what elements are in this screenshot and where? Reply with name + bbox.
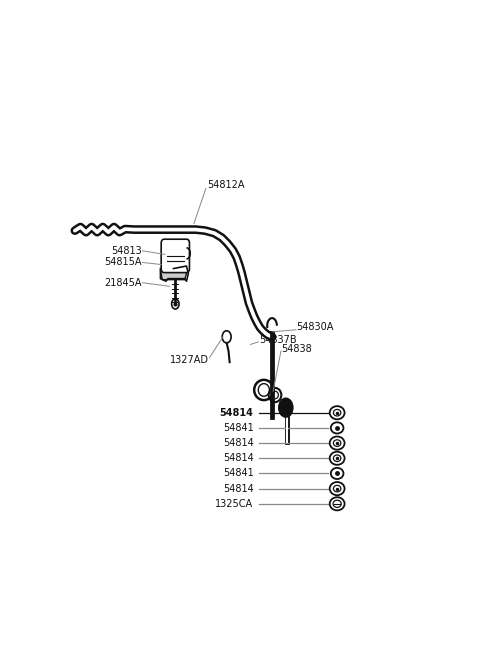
Polygon shape — [160, 267, 186, 280]
Circle shape — [279, 399, 292, 417]
Text: 54813: 54813 — [111, 246, 142, 256]
Text: 54814: 54814 — [223, 453, 253, 463]
Text: 54830A: 54830A — [296, 322, 334, 332]
Text: 54814: 54814 — [223, 484, 253, 493]
Text: 21845A: 21845A — [104, 278, 142, 288]
FancyBboxPatch shape — [161, 239, 190, 273]
Text: 54838: 54838 — [281, 344, 312, 355]
Text: 54841: 54841 — [223, 423, 253, 433]
Text: 54837B: 54837B — [259, 335, 297, 346]
Text: 54814: 54814 — [219, 408, 253, 418]
Text: 1325CA: 1325CA — [216, 499, 253, 509]
Text: 54815A: 54815A — [104, 258, 142, 267]
Text: 54814: 54814 — [223, 438, 253, 448]
Text: 54812A: 54812A — [207, 180, 244, 190]
Text: 54841: 54841 — [223, 468, 253, 478]
Text: 1327AD: 1327AD — [170, 355, 209, 365]
